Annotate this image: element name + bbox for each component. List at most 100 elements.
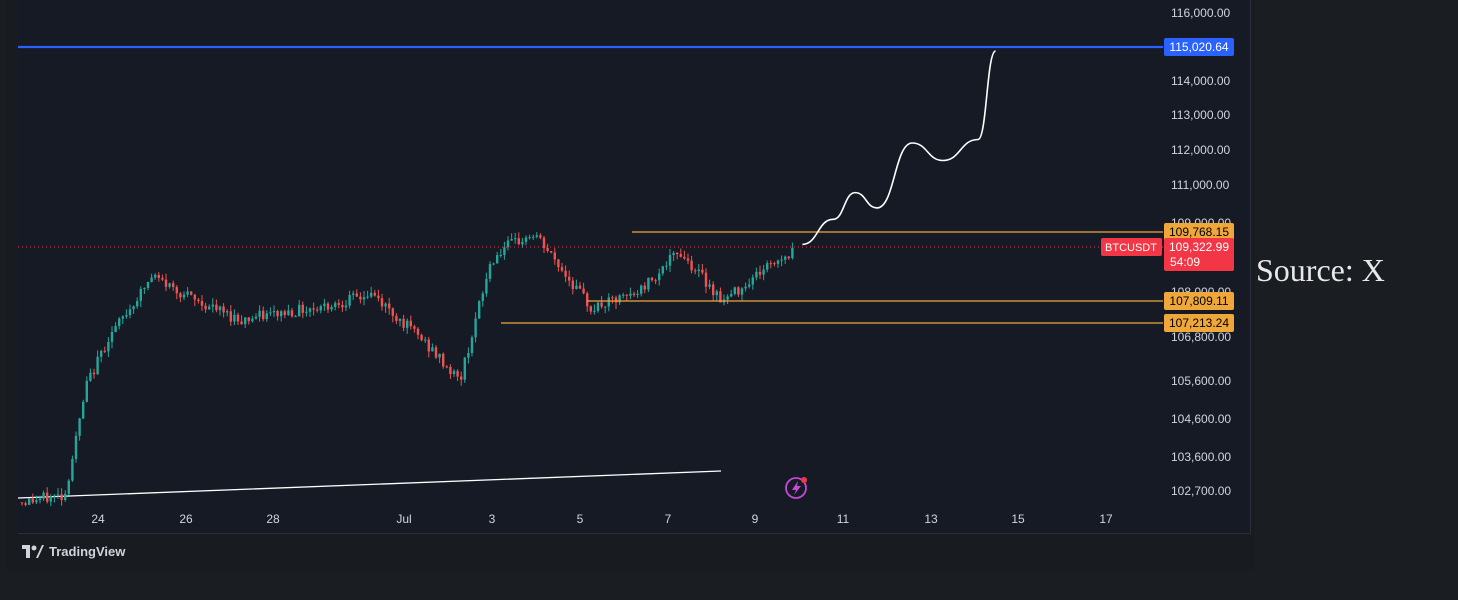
candle-body [690,260,693,271]
candle-body [586,293,589,307]
candle-body [532,236,535,238]
candle-body [406,320,409,328]
candle-body [416,328,420,335]
candle-body [35,500,38,503]
candle-body [164,279,168,287]
candle-body [726,296,729,300]
candle-body [632,293,636,295]
price-tag-resistance: 115,020.64 [1164,38,1234,56]
x-tick-label: 5 [577,512,584,526]
candle-body [38,498,42,501]
y-tick-label: 105,600.00 [1171,374,1231,388]
candle-body [647,277,650,290]
candle-body [679,254,682,257]
candle-body [701,269,704,273]
candle-body [244,317,247,325]
candle-body [71,458,74,481]
price-tags-layer: 115,020.64 109,768.15 107,809.11 107,213.24… [1101,38,1234,332]
candle-body [708,284,711,287]
chart-panel[interactable]: 116,000.00 114,000.00 113,000.00 112,000.00… [18,0,1251,534]
candle-body [53,495,56,497]
last-price-label: 109,322.99 [1169,240,1229,254]
candle-body [773,263,776,265]
x-tick-label: 13 [924,512,938,526]
candle-body [521,241,524,245]
x-tick-label: 26 [179,512,193,526]
price-tag-range-mid: 107,809.11 [1164,292,1234,310]
y-tick-label: 113,000.00 [1171,108,1230,122]
candle-body [715,291,718,296]
candle-body [467,353,470,358]
candle-body [438,353,441,358]
candle-body [452,371,456,375]
candlestick-chart[interactable]: 116,000.00 114,000.00 113,000.00 112,000.00… [18,0,1250,533]
svg-text:107,213.24: 107,213.24 [1169,316,1229,330]
x-tick-label: 11 [837,512,850,526]
candle-body [427,339,430,352]
x-tick-label: 28 [266,512,280,526]
candle-body [298,304,301,317]
candle-body [370,292,373,297]
candle-body [316,309,319,311]
x-tick-label: 3 [489,512,496,526]
candle-body [272,310,276,313]
candle-body [20,502,24,504]
candle-body [49,496,52,502]
alert-icon[interactable] [785,477,807,499]
candle-body [226,311,229,313]
candle-body [398,318,402,321]
candle-body [445,366,448,368]
candle-body [103,350,106,352]
candle-body [539,235,542,238]
y-tick-label: 112,000.00 [1171,143,1230,157]
candle-body [424,339,427,341]
candle-body [524,237,528,242]
candle-body [247,317,250,322]
candle-body [611,297,614,299]
candle-body [582,288,585,294]
candle-body [499,254,502,256]
candle-body [60,494,63,501]
candle-body [733,287,736,294]
candle-body [290,310,294,317]
candle-body [100,350,103,357]
y-tick-label: 103,600.00 [1171,450,1231,464]
candle-body [668,255,672,266]
candle-body [56,494,60,496]
trendline-layer [18,470,722,499]
candle-body [276,310,279,317]
candle-body [114,326,117,332]
candle-body [67,480,70,494]
candle-body [157,274,160,278]
candle-body [550,250,553,253]
candle-body [395,315,398,321]
projection-layer [802,50,997,246]
candle-body [85,380,88,402]
candle-body [179,293,182,298]
candle-body [359,296,362,300]
candle-body [672,252,675,256]
price-tag-range-low: 107,213.24 [1164,314,1234,332]
candle-body [665,265,668,267]
candle-body [312,308,315,310]
candle-body [510,239,513,241]
candle-body [355,293,358,297]
candle-body [686,258,690,261]
candle-body [748,284,751,287]
chart-frame: 116,000.00 114,000.00 113,000.00 112,000.00… [6,0,1254,571]
x-tick-label: 9 [752,512,759,526]
tradingview-icon [22,545,44,558]
levels-layer [18,45,1163,324]
candle-body [233,314,236,322]
price-axis: 116,000.00 114,000.00 113,000.00 112,000.00… [1171,6,1231,498]
trend-line[interactable] [18,470,722,499]
candle-body [402,318,405,328]
candle-body [571,280,574,289]
candle-body [74,435,78,459]
candle-body [740,288,744,295]
candle-body [575,285,578,289]
candle-body [492,263,495,265]
candle-body [478,301,481,319]
candle-body [622,294,625,296]
